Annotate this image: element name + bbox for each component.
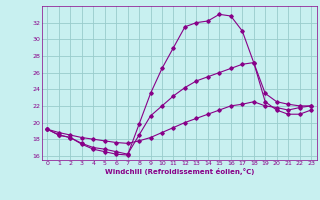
X-axis label: Windchill (Refroidissement éolien,°C): Windchill (Refroidissement éolien,°C): [105, 168, 254, 175]
